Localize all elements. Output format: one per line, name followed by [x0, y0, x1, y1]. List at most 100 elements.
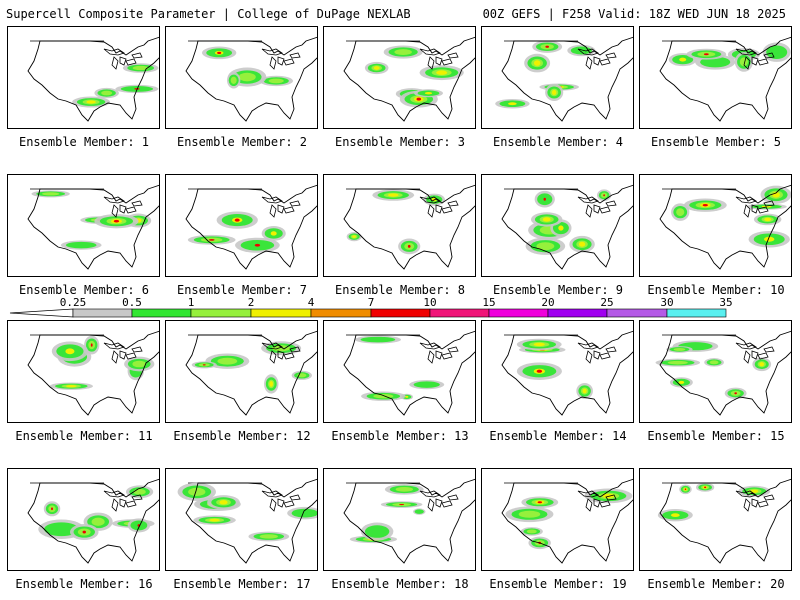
great-lakes	[435, 204, 443, 214]
conus-map	[185, 36, 317, 122]
scp-contour	[702, 203, 708, 207]
scp-contour	[405, 395, 409, 398]
scale-segment	[429, 308, 490, 318]
great-lakes	[757, 352, 769, 360]
conus-map	[501, 478, 633, 564]
scale-tick-label: 0.25	[59, 296, 87, 309]
great-lakes	[125, 500, 137, 508]
great-lakes	[447, 52, 459, 59]
great-lakes	[577, 342, 599, 350]
conus-map	[501, 184, 633, 270]
great-lakes	[283, 352, 295, 360]
great-lakes	[435, 498, 443, 508]
great-lakes	[757, 58, 769, 66]
conus-map	[657, 478, 791, 564]
scp-contour	[254, 243, 261, 247]
great-lakes	[419, 48, 441, 56]
member-map-panel	[323, 320, 476, 423]
scale-segment	[666, 308, 727, 318]
us-outline	[659, 330, 791, 416]
member-label: Ensemble Member: 7	[176, 283, 308, 297]
scp-contour	[208, 238, 215, 241]
us-outline	[185, 330, 317, 416]
scp-contour	[703, 53, 709, 56]
scale-tick-label: 2	[247, 296, 255, 309]
great-lakes	[103, 490, 125, 498]
scp-contour	[234, 218, 240, 222]
scp-contour	[667, 360, 688, 365]
scp-contour	[739, 57, 748, 67]
us-outline	[185, 478, 317, 564]
great-lakes	[103, 48, 125, 56]
scale-tick-label: 35	[719, 296, 733, 309]
scale-segment	[131, 308, 192, 318]
great-lakes	[111, 204, 119, 218]
great-lakes	[599, 206, 611, 214]
member-map-panel	[7, 468, 160, 571]
scp-contour	[65, 348, 75, 355]
great-lakes	[751, 350, 759, 360]
great-lakes	[735, 48, 757, 56]
great-lakes	[277, 56, 285, 66]
great-lakes	[763, 346, 775, 353]
scp-contour	[414, 509, 424, 514]
great-lakes	[289, 200, 301, 207]
scale-segment	[488, 308, 549, 318]
conus-map	[343, 478, 475, 564]
great-lakes	[103, 342, 125, 350]
scale-tick-label: 25	[600, 296, 614, 309]
conus-map	[495, 36, 633, 122]
great-lakes	[743, 204, 751, 218]
scp-contour	[394, 49, 412, 55]
member-map-panel	[165, 26, 318, 129]
scp-contour	[113, 219, 120, 223]
great-lakes	[435, 56, 443, 66]
great-lakes	[763, 494, 775, 501]
scp-contour	[352, 235, 357, 239]
conus-map	[343, 184, 475, 270]
scp-contour	[188, 487, 206, 496]
member-map-panel	[7, 320, 160, 423]
member-label: Ensemble Member: 17	[173, 577, 311, 591]
great-lakes	[283, 58, 295, 66]
great-lakes	[427, 204, 435, 218]
us-outline	[501, 184, 633, 270]
great-lakes	[757, 206, 769, 214]
scp-contour	[65, 241, 97, 249]
conus-map	[27, 184, 159, 270]
great-lakes	[261, 490, 283, 498]
scale-segment	[547, 308, 608, 318]
scp-contour	[413, 381, 440, 388]
scp-contour	[388, 193, 399, 197]
great-lakes	[743, 350, 751, 364]
great-lakes	[735, 196, 757, 204]
great-lakes	[441, 500, 453, 508]
scp-contour	[270, 231, 277, 236]
member-map-panel	[323, 26, 476, 129]
great-lakes	[735, 490, 757, 498]
page-title: Supercell Composite Parameter | College …	[6, 7, 411, 21]
great-lakes	[131, 52, 143, 59]
scp-contour	[764, 236, 775, 242]
scp-contour	[373, 66, 380, 70]
scp-contour	[678, 380, 685, 384]
great-lakes	[751, 56, 759, 66]
great-lakes	[119, 498, 127, 508]
color-scale: 0.25 0.5 1 2 4 7 10 15 20 25 30 35	[0, 297, 800, 321]
scp-contour	[238, 72, 256, 82]
us-outline	[185, 36, 317, 122]
member-map-panel	[481, 26, 634, 129]
great-lakes	[441, 206, 453, 214]
member-label: Ensemble Member: 12	[173, 429, 311, 443]
scp-contour	[259, 534, 278, 539]
great-lakes	[131, 200, 143, 207]
scp-contour	[217, 51, 222, 54]
great-lakes	[599, 500, 611, 508]
scp-contour	[551, 89, 557, 96]
conus-map	[343, 36, 475, 122]
scp-contour	[202, 364, 206, 366]
member-map-panel	[639, 26, 792, 129]
scp-contour	[533, 60, 541, 66]
great-lakes	[763, 52, 775, 59]
scp-contour	[132, 360, 147, 368]
